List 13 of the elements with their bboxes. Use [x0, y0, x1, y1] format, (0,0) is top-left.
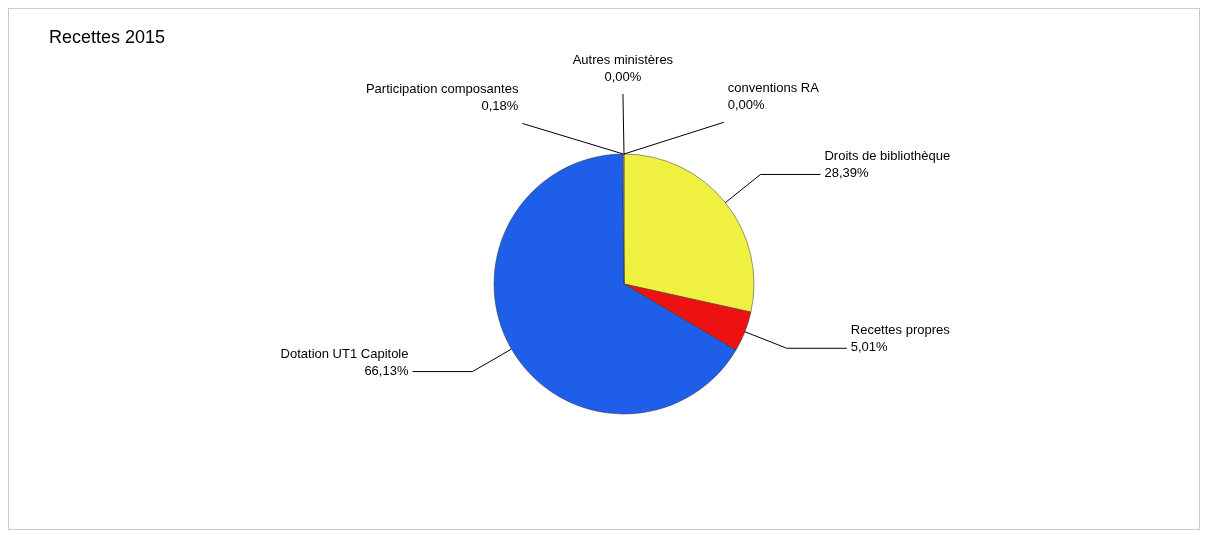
category-label: Autres ministères — [572, 52, 674, 67]
data-label: 5,01% — [850, 339, 889, 355]
slice-label: Dotation UT1 Capitole — [280, 345, 409, 361]
text: 0,00% — [604, 69, 642, 84]
category-label: conventions RA — [727, 80, 819, 96]
text: 0,00% — [727, 97, 765, 113]
text: Recettes 2015 — [49, 27, 166, 48]
data-label: 28,39% — [824, 165, 870, 181]
data-label: 0,18% — [481, 98, 519, 114]
slice-label: Droits de bibliothèque — [824, 148, 951, 164]
slice-label: Participation composantes — [365, 81, 519, 97]
data-label: 66,13% — [364, 362, 409, 378]
slice-label: Recettes propres — [850, 322, 951, 338]
